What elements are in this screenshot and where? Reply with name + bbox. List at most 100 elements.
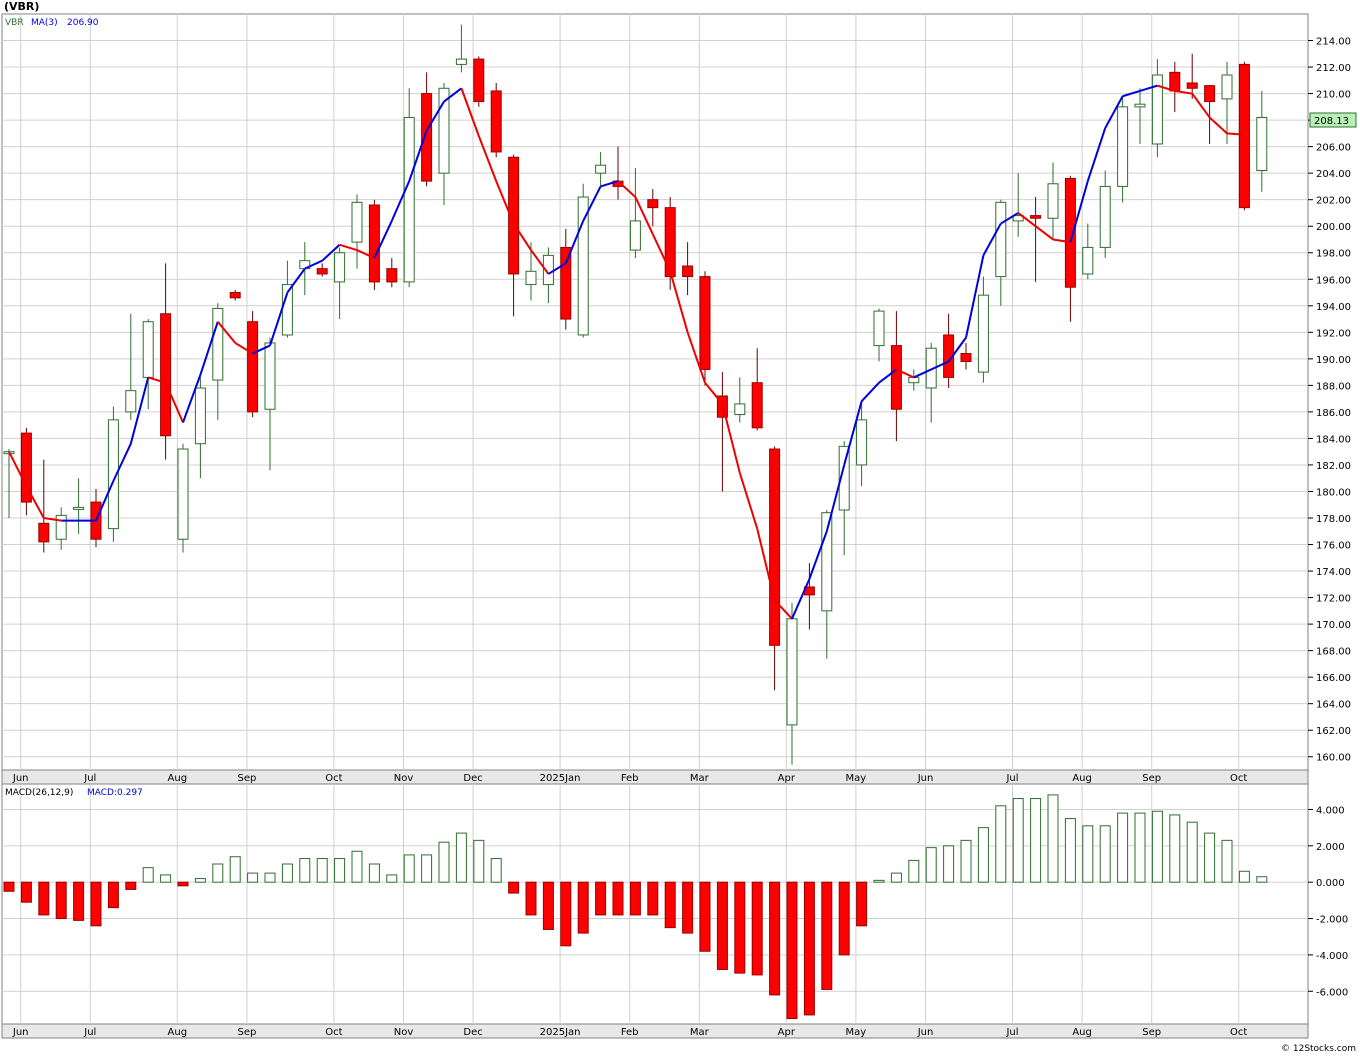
candle-down [682, 265, 694, 278]
ma3-segment [634, 196, 654, 235]
price-tick-label: 162.00 [1316, 726, 1351, 737]
candle-up [525, 270, 537, 286]
candle-down [560, 246, 572, 320]
ma3-segment [269, 292, 289, 346]
ma3-segment [825, 464, 846, 532]
ma3-segment [617, 180, 637, 198]
macd-bar-positive [1238, 870, 1250, 883]
candle-up [142, 321, 154, 378]
ma3-segment [669, 271, 689, 333]
macd-bar-negative [751, 881, 763, 976]
candle-down [229, 292, 241, 299]
macd-bar-positive [1117, 812, 1129, 883]
macd-bar-positive [1047, 794, 1059, 883]
price-tick-label: 190.00 [1316, 355, 1351, 366]
macd-tick-label: 4.000 [1316, 805, 1345, 816]
macd-bar-positive [890, 872, 902, 883]
candle-up [125, 390, 137, 413]
price-tick-label: 184.00 [1316, 434, 1351, 445]
macd-bar-positive [1064, 818, 1076, 883]
candle-up [455, 58, 467, 65]
last-price-value: 208.13 [1314, 116, 1349, 127]
ma3-segment [512, 223, 532, 251]
macd-bar-negative [508, 881, 520, 894]
month-label: 2025Jan [540, 773, 581, 784]
ma3-segment [895, 368, 915, 379]
price-tick-label: 188.00 [1316, 381, 1351, 392]
month-label: Sep [237, 773, 256, 784]
macd-bar-negative [664, 881, 676, 929]
macd-bar-positive [229, 856, 241, 883]
ma3-segment [1034, 225, 1054, 241]
candle-up [351, 201, 363, 243]
macd-bar-negative [699, 881, 711, 952]
month-label: Oct [325, 773, 342, 784]
candle-up [1012, 215, 1024, 222]
ma3-segment [425, 101, 445, 132]
macd-params-label: MACD(26,12,9) [5, 788, 73, 798]
ma3-segment [1139, 84, 1158, 92]
month-label: May [846, 773, 867, 784]
ma3-segment [913, 368, 932, 379]
candle-down [247, 321, 259, 413]
ma3-segment [1226, 132, 1245, 136]
price-tick-label: 176.00 [1316, 541, 1351, 552]
macd-bar-negative [629, 881, 641, 916]
ma3-segment [651, 233, 672, 272]
macd-bar-positive [194, 878, 206, 883]
candle-up [995, 201, 1007, 278]
price-tick-label: 194.00 [1316, 302, 1351, 313]
ma3-segment [600, 180, 619, 188]
price-tick-label: 206.00 [1316, 143, 1351, 154]
ma3-segment [1174, 89, 1193, 95]
macd-bar-negative [856, 881, 868, 927]
month-label: Apr [778, 1027, 796, 1038]
ma3-segment [373, 220, 393, 259]
ma3-segment [339, 243, 358, 252]
macd-bar-positive [455, 832, 467, 883]
ma3-segment [217, 321, 236, 344]
candle-down [160, 313, 172, 437]
macd-bar-positive [1204, 832, 1216, 883]
macd-bar-positive [925, 847, 937, 883]
macd-value-label: MACD:0.297 [87, 788, 143, 798]
ma3-segment [25, 485, 45, 519]
month-label: Aug [168, 773, 188, 784]
price-tick-label: 160.00 [1316, 753, 1351, 764]
macd-bar-negative [177, 881, 189, 887]
candle-up [1221, 74, 1233, 100]
macd-tick-label: -6.000 [1316, 987, 1348, 998]
macd-bar-negative [716, 881, 728, 970]
macd-bar-positive [1186, 821, 1198, 883]
price-tick-label: 168.00 [1316, 647, 1351, 658]
ma3-segment [1069, 180, 1089, 243]
candle-down [1064, 177, 1076, 288]
month-label: Oct [325, 1027, 342, 1038]
ma3-segment [495, 180, 515, 224]
macd-bar-negative [838, 881, 850, 956]
candle-down [1030, 215, 1042, 219]
y-axis-ticks: 214.00212.00210.00208.00206.00204.00202.… [1308, 37, 1351, 998]
macd-bar-positive [334, 858, 346, 883]
macd-bar-negative [20, 881, 32, 903]
candle-up [838, 445, 850, 511]
candle-down [490, 90, 502, 153]
macd-date-axis-band [1, 1023, 1309, 1039]
macd-bar-negative [821, 881, 833, 990]
price-tick-label: 196.00 [1316, 275, 1351, 286]
candle-down [751, 382, 763, 429]
candle-up [821, 512, 833, 612]
candle-down [1169, 71, 1181, 92]
macd-bar-positive [473, 839, 485, 883]
ma3-segment [129, 377, 150, 444]
candle-up [1099, 185, 1111, 248]
macd-bar-negative [3, 881, 15, 892]
month-label: Jun [12, 1027, 29, 1038]
candle-up [1151, 74, 1163, 145]
macd-bar-positive [1030, 798, 1042, 883]
ma3-segment [8, 451, 28, 487]
macd-bar-positive [264, 872, 276, 883]
price-tick-label: 202.00 [1316, 196, 1351, 207]
month-label: Aug [168, 1027, 188, 1038]
